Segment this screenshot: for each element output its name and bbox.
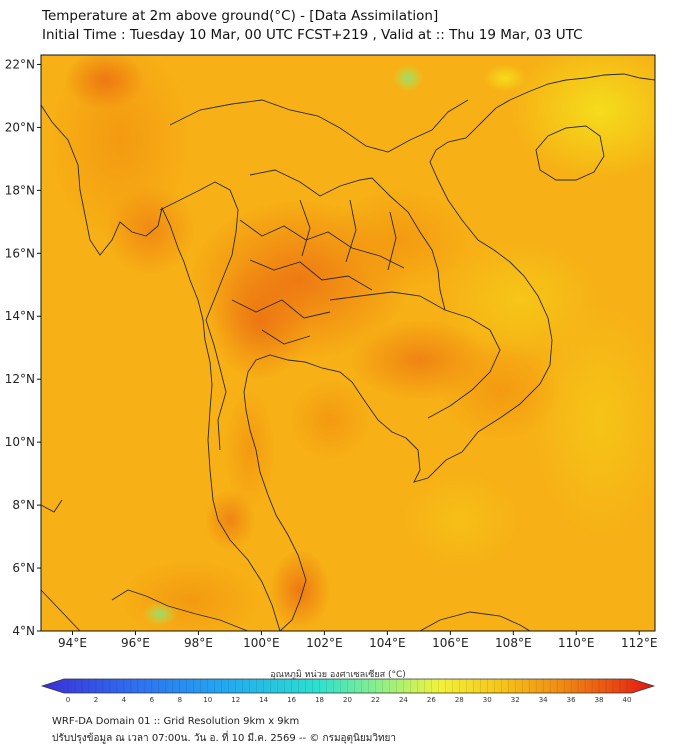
colorbar-tick-label: 28 xyxy=(455,696,464,704)
colorbar: 0 2 4 6 8 10 12 14 16 18 20 22 24 26 28 30 32 34 36 38 40 xyxy=(40,678,656,704)
border-thai-provinces xyxy=(231,199,405,345)
coastline-west xyxy=(41,104,281,631)
colorbar-tick-label: 34 xyxy=(539,696,548,704)
lat-label: 4°N xyxy=(12,624,35,638)
colorbar-tick-label: 8 xyxy=(178,696,182,704)
lat-label: 14°N xyxy=(5,309,35,323)
footer-model-info: WRF-DA Domain 01 :: Grid Resolution 9km … xyxy=(52,716,300,727)
country-borders xyxy=(41,73,655,631)
lon-label: 108°E xyxy=(495,636,532,650)
lon-label: 96°E xyxy=(121,636,150,650)
colorbar-tick-label: 0 xyxy=(66,696,70,704)
hainan-island xyxy=(535,125,605,181)
map-subtitle: Initial Time : Tuesday 10 Mar, 00 UTC FC… xyxy=(42,27,583,43)
lon-label: 100°E xyxy=(243,636,280,650)
colorbar-tick-label: 22 xyxy=(371,696,380,704)
colorbar-tick-label: 18 xyxy=(315,696,324,704)
colorbar-tick-label: 32 xyxy=(511,696,520,704)
colorbar-tick-label: 6 xyxy=(150,696,155,704)
lon-label: 94°E xyxy=(58,636,87,650)
colorbar-tick-label: 20 xyxy=(343,696,352,704)
lat-label: 10°N xyxy=(5,435,35,449)
longitude-axis: 94°E 96°E 98°E 100°E 102°E 104°E 106°E 108°E 110… xyxy=(58,631,658,650)
latitude-axis: 22°N 20°N 18°N 16°N 14°N 12°N 10°N 8°N 6°N 4°N xyxy=(5,57,41,638)
colorbar-tick-label: 24 xyxy=(399,696,408,704)
colorbar-tick-label: 16 xyxy=(287,696,296,704)
colorbar-tick-label: 36 xyxy=(567,696,576,704)
lat-label: 22°N xyxy=(5,57,35,71)
colorbar-tick-label: 10 xyxy=(203,696,212,704)
border-laos xyxy=(249,169,446,311)
colorbar-tick-label: 30 xyxy=(483,696,492,704)
lon-label: 112°E xyxy=(621,636,658,650)
footer-update-info: ปรับปรุงข้อมูล ณ เวลา 07:00น. วัน อ. ที่… xyxy=(52,733,397,744)
lat-label: 16°N xyxy=(5,246,35,260)
lat-label: 6°N xyxy=(12,561,35,575)
map-frame xyxy=(40,54,656,632)
colorbar-tick-label: 4 xyxy=(122,696,127,704)
colorbar-tick-label: 26 xyxy=(427,696,436,704)
lon-label: 98°E xyxy=(184,636,213,650)
lat-label: 8°N xyxy=(12,498,35,512)
lon-label: 106°E xyxy=(432,636,469,650)
border-china xyxy=(169,99,469,153)
colorbar-ticks: 0 2 4 6 8 10 12 14 16 18 20 22 24 26 28 30 32 34 36 38 40 xyxy=(66,679,632,704)
border-myanmar-thai xyxy=(159,181,239,451)
lat-label: 20°N xyxy=(5,120,35,134)
coastline-borneo xyxy=(419,611,531,631)
colorbar-tick-label: 2 xyxy=(94,696,98,704)
coastline-malaysia xyxy=(111,589,249,631)
lon-label: 102°E xyxy=(306,636,343,650)
lon-label: 104°E xyxy=(369,636,406,650)
colorbar-tick-label: 12 xyxy=(231,696,240,704)
map-title: Temperature at 2m above ground(°C) - [Da… xyxy=(42,8,439,24)
colorbar-tick-label: 14 xyxy=(259,696,268,704)
lon-label: 110°E xyxy=(558,636,595,650)
colorbar-title: อุณหภูมิ หน่วย องศาเซลเซียส (°C) xyxy=(270,670,406,680)
temperature-field xyxy=(41,55,655,631)
colorbar-tick-label: 40 xyxy=(623,696,632,704)
coastline-sumatra xyxy=(41,499,81,631)
border-cambodia xyxy=(329,291,501,419)
lat-label: 18°N xyxy=(5,183,35,197)
coastline-gulf xyxy=(243,73,655,631)
colorbar-tick-label: 38 xyxy=(595,696,604,704)
lat-label: 12°N xyxy=(5,372,35,386)
